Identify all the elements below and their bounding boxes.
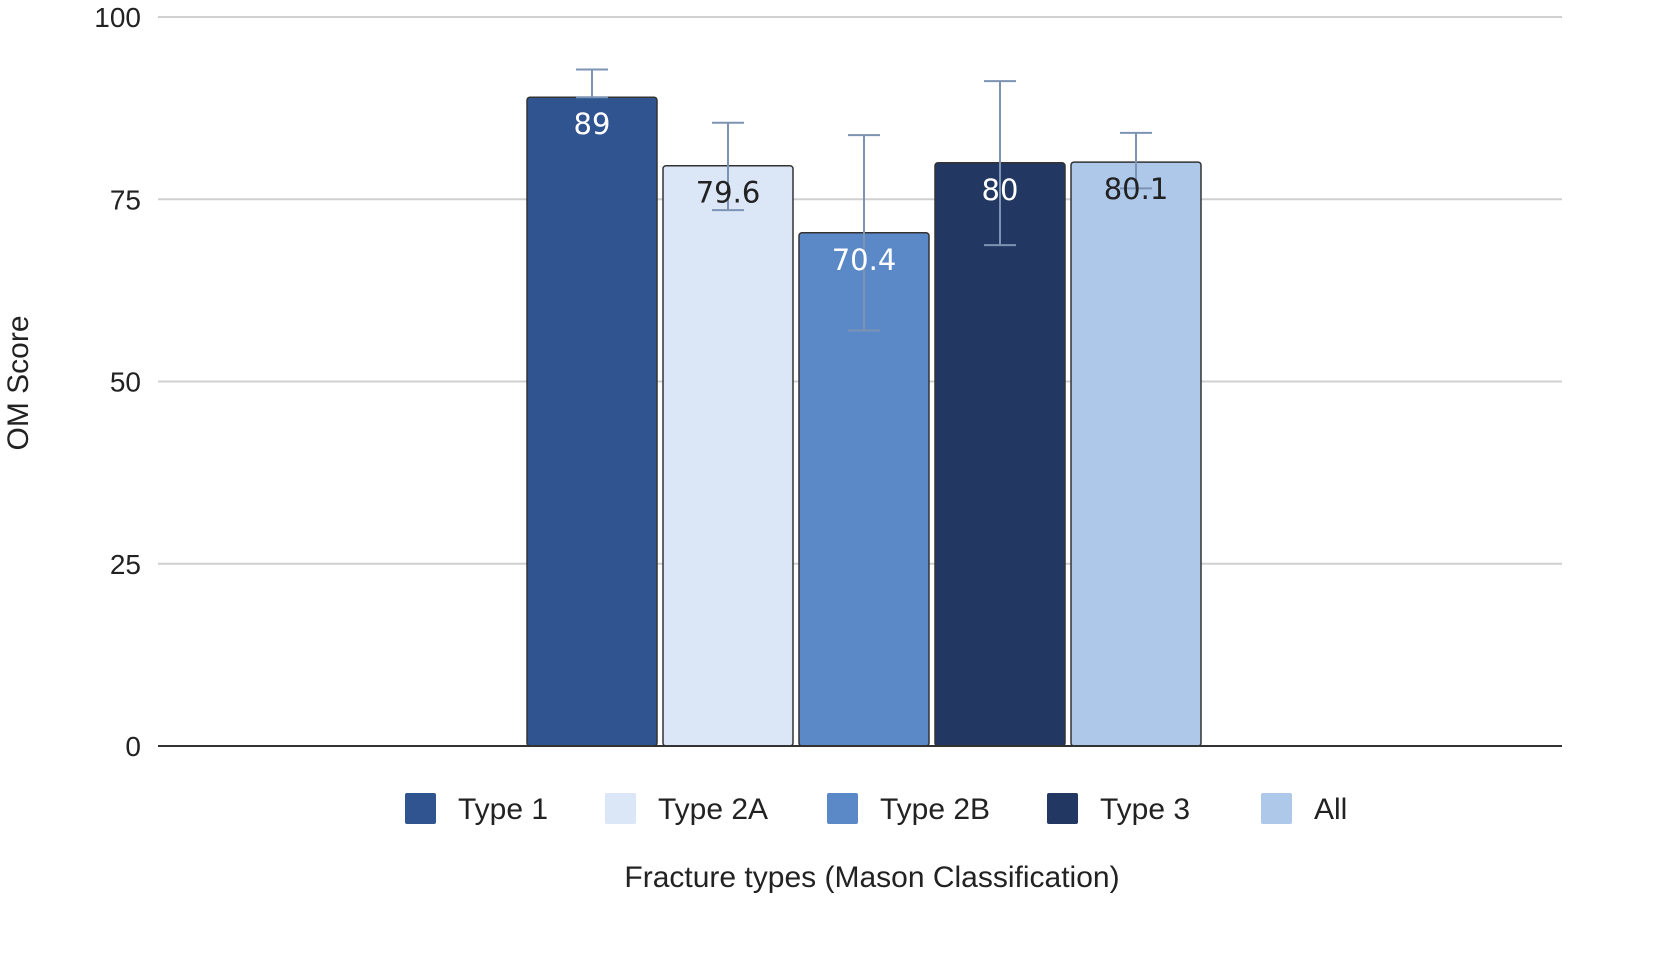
legend-item-type-1: Type 1 xyxy=(405,793,548,826)
y-tick-label: 100 xyxy=(94,2,141,33)
legend-label: Type 2A xyxy=(658,793,768,826)
data-label: 89 xyxy=(574,107,611,141)
legend-swatch xyxy=(1261,793,1292,824)
legend-item-type-2b: Type 2B xyxy=(827,793,990,826)
legend-label: Type 3 xyxy=(1100,793,1190,826)
data-label: 79.6 xyxy=(696,176,761,210)
y-axis-title: OM Score xyxy=(2,315,35,450)
y-axis-ticks: 0 25 50 75 100 xyxy=(94,2,141,762)
legend-label: All xyxy=(1314,793,1347,826)
legend-swatch xyxy=(405,793,436,824)
bar-type-1 xyxy=(526,96,658,747)
data-label: 80 xyxy=(982,173,1019,207)
legend-label: Type 2B xyxy=(880,793,990,826)
bars xyxy=(526,96,1202,747)
data-label: 80.1 xyxy=(1104,172,1169,206)
data-labels: 89 79.6 70.4 80 80.1 xyxy=(574,107,1169,277)
legend-item-type-2a: Type 2A xyxy=(605,793,768,826)
y-tick-label: 0 xyxy=(125,731,141,762)
y-tick-label: 50 xyxy=(110,367,141,398)
y-tick-label: 25 xyxy=(110,549,141,580)
error-bar xyxy=(576,68,608,99)
data-label: 70.4 xyxy=(832,243,897,277)
legend: Type 1 Type 2A Type 2B Type 3 All xyxy=(405,793,1347,826)
legend-swatch xyxy=(605,793,636,824)
legend-swatch xyxy=(1047,793,1078,824)
error-bar xyxy=(712,121,744,212)
bar-type-3 xyxy=(934,162,1066,747)
bar-type-2a xyxy=(662,164,794,747)
legend-swatch xyxy=(827,793,858,824)
x-axis-title: Fracture types (Mason Classification) xyxy=(624,861,1119,894)
legend-item-type-3: Type 3 xyxy=(1047,793,1190,826)
error-bar xyxy=(984,80,1016,247)
error-bar xyxy=(1120,131,1152,190)
error-bars xyxy=(576,68,1152,332)
bar-all xyxy=(1070,161,1202,747)
legend-item-all: All xyxy=(1261,793,1347,826)
legend-label: Type 1 xyxy=(458,793,548,826)
error-bar xyxy=(848,134,880,332)
y-tick-label: 75 xyxy=(110,184,141,215)
